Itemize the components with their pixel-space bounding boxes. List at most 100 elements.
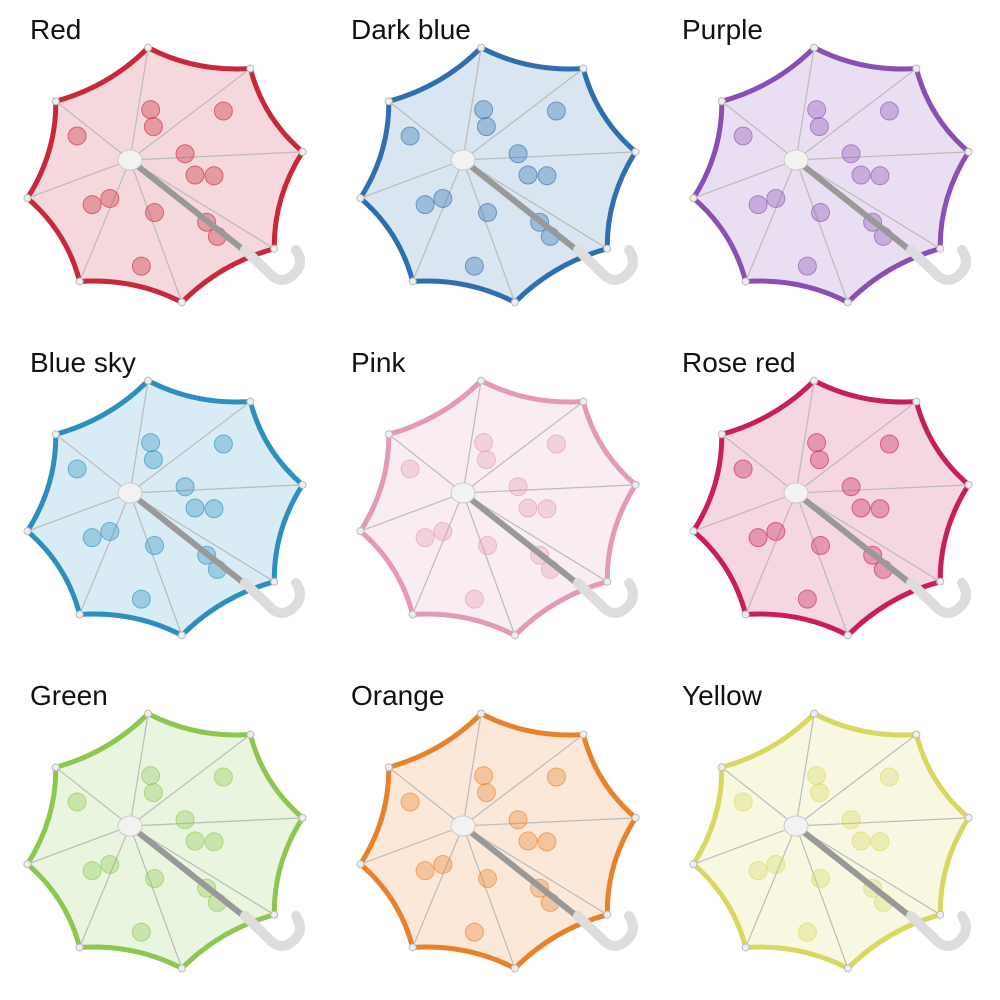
sequin <box>809 450 829 470</box>
rib <box>795 401 917 494</box>
rib <box>745 492 797 615</box>
sequin <box>811 869 831 889</box>
rib-tip <box>23 860 32 869</box>
rib <box>129 825 183 969</box>
rib <box>129 68 251 161</box>
rib <box>795 151 969 161</box>
color-label: Rose red <box>682 347 796 378</box>
rib <box>388 433 464 494</box>
sequin <box>476 783 496 803</box>
sequin <box>879 101 899 121</box>
umbrella <box>23 376 307 640</box>
sequin <box>766 188 786 208</box>
rib <box>129 734 251 827</box>
sequin <box>508 144 528 164</box>
rib-tip <box>689 860 698 869</box>
sequin <box>141 766 161 786</box>
hub <box>450 815 476 837</box>
sequin <box>82 861 102 881</box>
rib-tip <box>843 631 852 640</box>
sequin <box>213 434 233 454</box>
rib <box>745 159 797 282</box>
sequin <box>141 100 161 120</box>
rib <box>462 380 482 494</box>
sequin <box>433 521 453 541</box>
rib-tip <box>75 610 84 619</box>
rib <box>360 159 464 199</box>
rib-tip <box>75 277 84 286</box>
shaft <box>460 490 586 591</box>
rib <box>55 100 131 161</box>
rib-tip <box>936 910 945 919</box>
rib <box>388 766 464 827</box>
sequin <box>841 144 861 164</box>
hub <box>450 482 476 504</box>
rib-tip <box>964 480 973 489</box>
sequin <box>143 450 163 470</box>
rib <box>55 433 131 494</box>
rib <box>795 380 815 494</box>
sequin <box>204 166 224 186</box>
rib <box>462 825 516 969</box>
rib <box>795 159 849 303</box>
sequin <box>464 589 484 609</box>
sequin <box>811 203 831 223</box>
rib <box>721 433 797 494</box>
shaft <box>127 823 253 924</box>
sequin <box>766 854 786 874</box>
rib <box>129 380 149 494</box>
sequin <box>807 766 827 786</box>
color-label: Green <box>30 680 108 711</box>
rib-tip <box>144 376 153 385</box>
sequin <box>67 126 87 146</box>
hub <box>117 482 143 504</box>
rib <box>129 492 275 583</box>
product-cell: Yellow <box>666 666 999 999</box>
rib-tip <box>356 527 365 536</box>
rib-tip <box>298 813 307 822</box>
rib-tip <box>477 43 486 52</box>
sequin <box>841 477 861 497</box>
sequin <box>879 767 899 787</box>
rib <box>462 484 636 494</box>
rib <box>462 713 482 827</box>
shaft <box>460 823 586 924</box>
rib-tip <box>270 244 279 253</box>
sequin <box>415 195 435 215</box>
rib <box>360 492 464 532</box>
rib-tip <box>408 610 417 619</box>
handle <box>573 911 638 951</box>
product-cell: Green <box>0 666 333 999</box>
rib <box>462 817 636 827</box>
rib <box>129 492 183 636</box>
umbrella <box>356 709 640 973</box>
rib-tip <box>51 97 60 106</box>
sequin <box>100 188 120 208</box>
sequin <box>851 831 871 851</box>
umbrella <box>689 376 973 640</box>
rib <box>129 713 149 827</box>
rib-tip <box>912 397 921 406</box>
sequin <box>175 144 195 164</box>
sequin <box>400 792 420 812</box>
shaft <box>793 157 919 258</box>
sequin <box>131 256 151 276</box>
sequin <box>175 810 195 830</box>
sequin <box>464 256 484 276</box>
sequin <box>508 477 528 497</box>
rib-tip <box>177 298 186 307</box>
product-cell: Dark blue <box>333 0 666 333</box>
rib-tip <box>477 709 486 718</box>
rib <box>388 100 464 161</box>
product-cell: Orange <box>333 666 666 999</box>
rib <box>462 492 516 636</box>
product-cell: Pink <box>333 333 666 666</box>
sequin <box>807 433 827 453</box>
rib <box>412 492 464 615</box>
color-label: Pink <box>351 347 406 378</box>
color-label: Red <box>30 14 82 45</box>
sequin <box>809 117 829 137</box>
shaft <box>127 490 253 591</box>
rib <box>745 825 797 948</box>
